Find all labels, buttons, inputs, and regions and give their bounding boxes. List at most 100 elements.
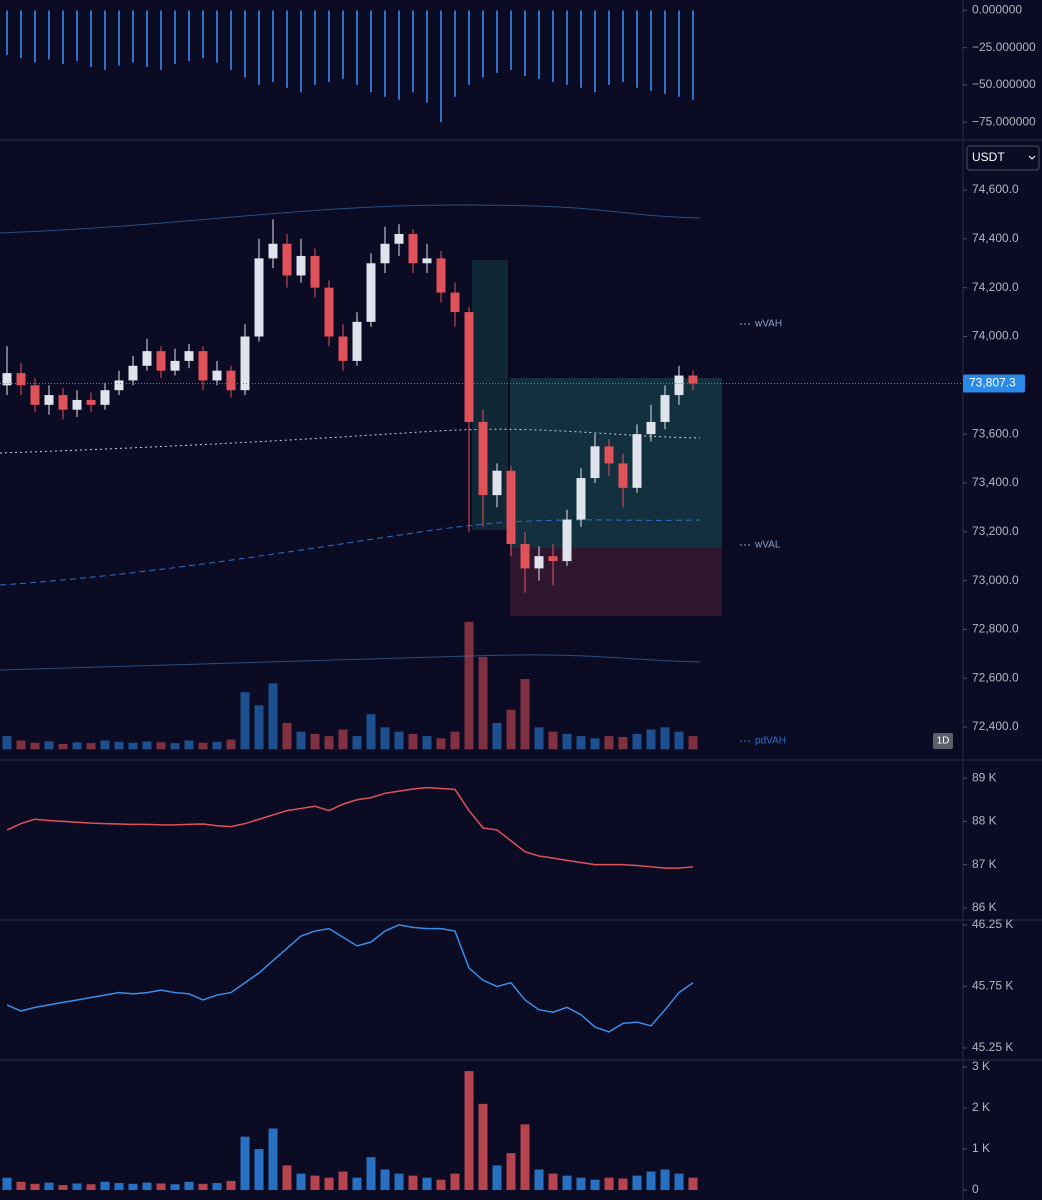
bar xyxy=(244,10,246,78)
y-tick-label: −25.000000 xyxy=(972,40,1036,54)
volume-bar xyxy=(492,722,502,750)
y-tick-label: 0 xyxy=(972,1182,979,1196)
bar xyxy=(566,10,568,85)
volume-bar xyxy=(408,733,418,750)
y-tick-label: −50.000000 xyxy=(972,77,1036,91)
candle-body xyxy=(310,255,320,288)
y-tick-label: 73,600.0 xyxy=(972,426,1019,440)
candle-body xyxy=(478,421,488,496)
bar xyxy=(538,10,540,79)
volume-bar xyxy=(548,731,558,750)
y-tick-label: 74,600.0 xyxy=(972,182,1019,196)
bar xyxy=(506,1153,516,1190)
bar xyxy=(184,1181,194,1190)
candle-body xyxy=(380,243,390,264)
volume-bar xyxy=(674,731,684,750)
candle-body xyxy=(422,258,432,264)
volume-bar xyxy=(338,729,348,750)
candle-body xyxy=(534,556,544,569)
bar xyxy=(618,1178,628,1190)
currency-label[interactable]: USDT xyxy=(972,150,1005,164)
volume-bar xyxy=(212,741,222,750)
volume-bar xyxy=(324,736,334,750)
volume-bar xyxy=(170,743,180,750)
stop-zone xyxy=(510,548,722,616)
candle-body xyxy=(576,478,586,520)
y-tick-label: 86 K xyxy=(972,900,997,914)
bar xyxy=(2,1177,12,1190)
bar xyxy=(688,1177,698,1190)
volume-bar xyxy=(240,692,250,750)
bar xyxy=(398,10,400,100)
last-price-label: 73,807.3 xyxy=(969,376,1016,390)
bar xyxy=(86,1184,96,1190)
bar xyxy=(338,1171,348,1190)
volume-bar xyxy=(590,738,600,750)
bar xyxy=(128,1183,138,1190)
bar xyxy=(636,10,638,88)
volume-bar xyxy=(632,733,642,750)
candle-body xyxy=(44,395,54,405)
candle-body xyxy=(254,258,264,337)
volume-bar xyxy=(464,621,474,750)
candle-body xyxy=(352,321,362,361)
candle-body xyxy=(520,543,530,569)
candle-body xyxy=(2,373,12,386)
bar xyxy=(422,1177,432,1190)
candle-body xyxy=(240,336,250,391)
interval-badge[interactable] xyxy=(933,733,953,749)
bar xyxy=(492,1165,502,1190)
annotation: wVAH xyxy=(754,319,782,330)
dropdown-arrow[interactable] xyxy=(1028,155,1036,160)
bar xyxy=(314,10,316,85)
candle-body xyxy=(492,470,502,496)
candle-body xyxy=(30,385,40,405)
volume-bar xyxy=(268,683,278,750)
y-tick-label: 88 K xyxy=(972,814,997,828)
vwap-line xyxy=(0,428,701,454)
volume-bar xyxy=(128,742,138,750)
y-tick-label: 74,200.0 xyxy=(972,280,1019,294)
volume-bar xyxy=(380,727,390,750)
bar xyxy=(118,10,120,66)
volume-bar xyxy=(394,731,404,750)
bar xyxy=(380,1169,390,1190)
volume-bar xyxy=(100,740,110,750)
y-tick-label: 2 K xyxy=(972,1100,990,1114)
candle-body xyxy=(16,373,26,386)
interval-label[interactable]: 1D xyxy=(937,736,950,747)
candle-body xyxy=(450,292,460,313)
volume-bar xyxy=(562,733,572,750)
volume-bar xyxy=(646,729,656,750)
bar xyxy=(202,10,204,59)
bar xyxy=(226,1180,236,1190)
bar xyxy=(632,1175,642,1190)
y-tick-label: 73,000.0 xyxy=(972,573,1019,587)
volume-bar xyxy=(226,739,236,750)
bar xyxy=(660,1169,670,1190)
bar xyxy=(342,10,344,79)
volume-bar xyxy=(198,742,208,750)
currency-select[interactable] xyxy=(966,145,1040,171)
volume-bar xyxy=(520,678,530,750)
y-tick-label: 73,200.0 xyxy=(972,524,1019,538)
y-tick-label: 72,400.0 xyxy=(972,719,1019,733)
bar xyxy=(160,10,162,70)
bar xyxy=(576,1177,586,1190)
candle-body xyxy=(86,399,96,405)
volume-bar xyxy=(142,741,152,750)
volume-bar xyxy=(58,744,68,750)
y-tick-label: 89 K xyxy=(972,770,997,784)
bar xyxy=(188,10,190,62)
candle-body xyxy=(464,312,474,422)
candle-body xyxy=(674,375,684,396)
bar xyxy=(132,10,134,63)
bar xyxy=(258,10,260,85)
bar xyxy=(394,1173,404,1190)
candle-body xyxy=(548,556,558,562)
candle-body xyxy=(660,395,670,422)
candle-body xyxy=(72,399,82,410)
bar xyxy=(590,1179,600,1190)
